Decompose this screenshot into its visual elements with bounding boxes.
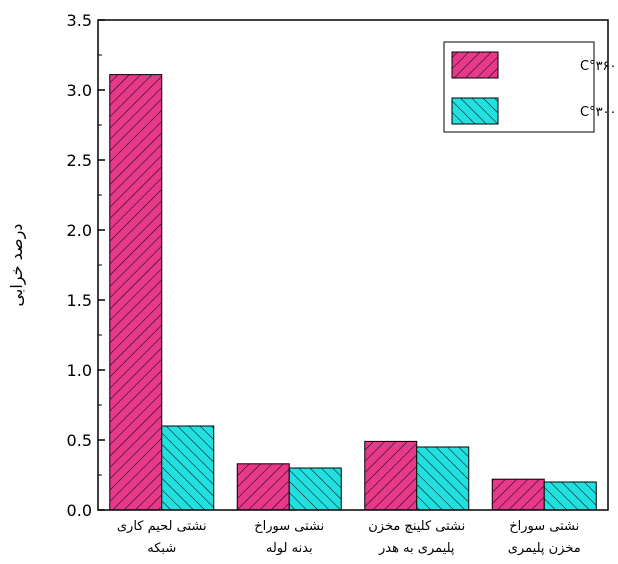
legend-label-360: دمای ۳۶۰°C [580, 59, 618, 74]
bar-series-1-category-1 [109, 74, 163, 511]
x-category-label: شبکه [147, 541, 176, 556]
bar-series-2-category-1 [161, 425, 215, 511]
y-tick-label: 1.5 [67, 291, 92, 310]
x-category-label: نشتی کلینچ مخزن [368, 519, 465, 534]
y-tick-label: 1.0 [67, 361, 92, 380]
bar-series-1-category-4 [491, 478, 545, 511]
y-tick-label: 0.0 [67, 501, 92, 520]
y-ticks-layer: 0.0 0.5 1.0 1.5 2.0 2.5 3.0 3.5 [67, 11, 105, 520]
plot-frame [97, 19, 609, 511]
y-tick-label: 2.0 [67, 221, 92, 240]
legend-swatch-300 [451, 97, 499, 125]
x-category-label: نشتی سوراخ [254, 519, 324, 534]
y-tick-label: 2.5 [67, 151, 92, 170]
bar-series-2-category-4 [543, 481, 597, 511]
bar-series-1-category-3 [364, 440, 418, 511]
legend-swatch-360 [451, 51, 499, 79]
bar-series-2-category-2 [288, 467, 342, 511]
x-category-label: پلیمری به هدر [378, 541, 455, 556]
x-category-label: بدنه لوله [266, 541, 313, 556]
bar-series-1-category-2 [236, 463, 290, 511]
y-axis-title: درصد خرابی [7, 224, 27, 307]
legend-label-300: دمای ۳۰۰°C [580, 105, 618, 120]
y-tick-label: 3.0 [67, 81, 92, 100]
x-labels-layer: نشتی لحیم کاری شبکه نشتی سوراخ بدنه لوله نشت… [117, 519, 581, 556]
y-tick-label: 3.5 [67, 11, 92, 30]
y-tick-label: 0.5 [67, 431, 92, 450]
bar-series-2-category-3 [416, 446, 470, 511]
x-category-label: نشتی سوراخ [509, 519, 579, 534]
legend: دمای ۳۶۰°C دمای ۳۰۰°C [443, 41, 618, 133]
x-category-label: مخزن پلیمری [508, 541, 581, 556]
x-category-label: نشتی لحیم کاری [117, 519, 207, 534]
bars-layer [109, 74, 597, 511]
